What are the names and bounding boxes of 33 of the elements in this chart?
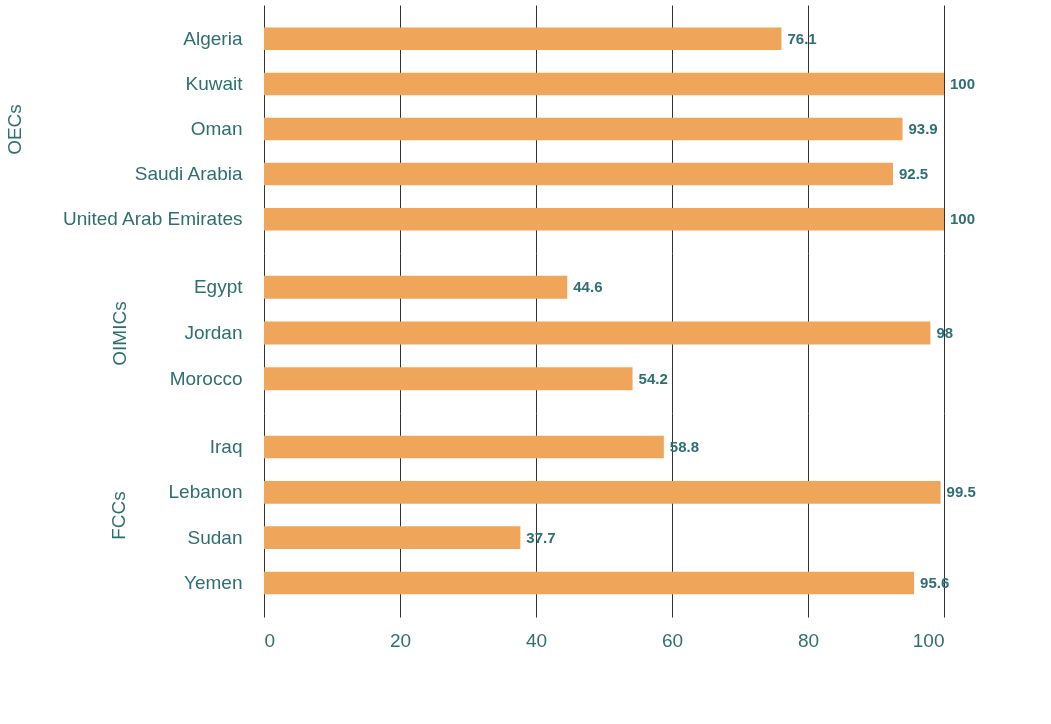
y-tick-label: Kuwait [185,72,244,94]
x-tick-label: 80 [797,629,820,651]
bar [264,27,782,51]
data-label: 100 [950,210,976,228]
y-tick-label: Jordan [184,322,243,343]
x-tick-label: 60 [661,629,684,651]
y-tick-label: Egypt [193,276,244,298]
y-axis-title: OECs [3,104,25,155]
bar [264,72,944,96]
data-label: 54.2 [638,369,668,387]
x-tick-label: 20 [389,629,412,651]
bar [264,162,893,186]
data-label: 92.5 [899,165,929,183]
y-axis-title: OIMICs [108,301,130,366]
data-label: 99.5 [946,483,976,501]
y-tick-label: Algeria [183,27,243,49]
data-label: 44.6 [573,278,603,296]
y-tick-label: Iraq [209,436,243,457]
x-tick-label: 100 [912,629,945,651]
y-tick-label: United Arab Emirates [62,208,243,230]
y-tick-label: Saudi Arabia [134,163,243,185]
bar [264,117,903,141]
data-label: 93.9 [908,120,938,137]
y-tick-label: Morocco [169,367,243,389]
y-tick-label: Lebanon [168,481,243,503]
y-tick-label: Oman [190,118,243,139]
y-tick-label: Sudan [187,526,243,548]
x-tick-label: 40 [525,629,548,651]
x-tick-label: 0 [264,629,276,651]
data-label: 100 [950,74,976,92]
y-tick-label: Yemen [184,572,243,593]
bar [264,207,944,231]
y-axis-title: FCCs [107,491,129,540]
